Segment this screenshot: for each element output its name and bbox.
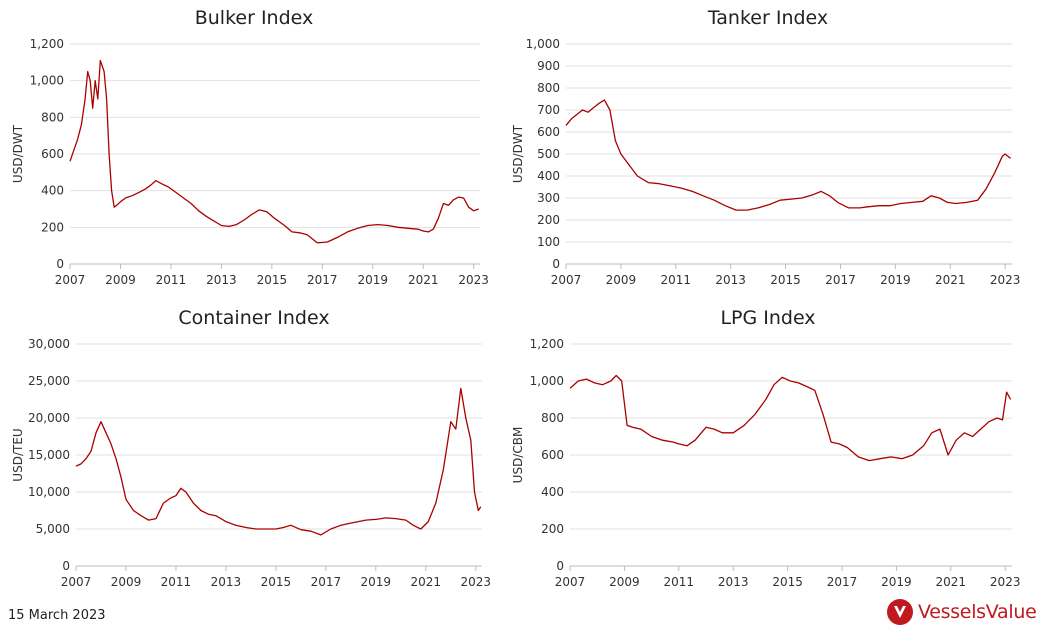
tanker-x-tick-label: 2021 xyxy=(935,273,966,287)
bulker-x-tick-label: 2013 xyxy=(206,273,237,287)
tanker-x-tick-label: 2015 xyxy=(770,273,801,287)
tanker-y-axis-label: USD/DWT xyxy=(511,124,525,183)
container-chart-title: Container Index xyxy=(178,307,329,329)
lpg-y-tick-label: 200 xyxy=(541,522,564,536)
tanker-y-tick-label: 100 xyxy=(537,235,560,249)
lpg-x-tick-label: 2015 xyxy=(772,575,803,589)
container-y-tick-label: 15,000 xyxy=(28,448,70,462)
tanker-x-tick-label: 2007 xyxy=(551,273,582,287)
bulker-chart-title: Bulker Index xyxy=(195,7,314,29)
container-x-tick-label: 2021 xyxy=(411,575,442,589)
lpg-x-tick-label: 2011 xyxy=(664,575,695,589)
brand-name: VesselsValue xyxy=(918,601,1037,623)
bulker-y-tick-label: 600 xyxy=(41,147,64,161)
tanker-y-tick-label: 500 xyxy=(537,147,560,161)
lpg-y-tick-label: 1,000 xyxy=(530,374,564,388)
container-x-tick-label: 2017 xyxy=(311,575,342,589)
container-x-tick-label: 2007 xyxy=(61,575,92,589)
lpg-y-tick-label: 1,200 xyxy=(530,337,564,351)
tanker-y-tick-label: 0 xyxy=(552,257,560,271)
tanker-x-tick-label: 2009 xyxy=(606,273,637,287)
tanker-y-tick-label: 600 xyxy=(537,125,560,139)
bulker-x-tick-label: 2021 xyxy=(408,273,439,287)
container-x-tick-label: 2023 xyxy=(460,575,491,589)
lpg-chart-title: LPG Index xyxy=(720,307,815,329)
vesselsvalue-logo-icon xyxy=(887,599,913,625)
lpg-x-tick-label: 2017 xyxy=(827,575,858,589)
lpg-y-tick-label: 400 xyxy=(541,485,564,499)
bulker-x-tick-label: 2011 xyxy=(156,273,187,287)
bulker-y-tick-label: 200 xyxy=(41,220,64,234)
container-y-tick-label: 25,000 xyxy=(28,374,70,388)
container-y-tick-label: 0 xyxy=(62,559,70,573)
bulker-x-tick-label: 2015 xyxy=(257,273,288,287)
bulker-y-tick-label: 1,000 xyxy=(30,74,64,88)
bulker-y-tick-label: 800 xyxy=(41,110,64,124)
container-y-axis-label: USD/TEU xyxy=(11,428,25,481)
lpg-x-tick-label: 2023 xyxy=(990,575,1021,589)
container-y-tick-label: 20,000 xyxy=(28,411,70,425)
tanker-y-tick-label: 1,000 xyxy=(526,37,560,51)
bulker-index-line xyxy=(69,59,479,244)
lpg-x-tick-label: 2007 xyxy=(555,575,586,589)
lpg-y-tick-label: 0 xyxy=(556,559,564,573)
container-y-tick-label: 10,000 xyxy=(28,485,70,499)
lpg-y-axis-label: USD/CBM xyxy=(511,427,525,484)
tanker-index-line xyxy=(565,99,1012,211)
bulker-x-tick-label: 2007 xyxy=(55,273,86,287)
tanker-x-tick-label: 2017 xyxy=(825,273,856,287)
lpg-x-tick-label: 2021 xyxy=(936,575,967,589)
bulker-y-axis-label: USD/DWT xyxy=(11,124,25,183)
bulker-x-tick-label: 2009 xyxy=(105,273,136,287)
tanker-x-tick-label: 2011 xyxy=(661,273,692,287)
tanker-chart-title: Tanker Index xyxy=(707,7,828,29)
lpg-y-tick-label: 600 xyxy=(541,448,564,462)
tanker-y-tick-label: 400 xyxy=(537,169,560,183)
tanker-y-tick-label: 900 xyxy=(537,59,560,73)
vesselsvalue-brand[interactable]: VesselsValue xyxy=(886,598,1037,626)
bulker-y-tick-label: 1,200 xyxy=(30,37,64,51)
tanker-y-tick-label: 700 xyxy=(537,103,560,117)
container-x-tick-label: 2013 xyxy=(211,575,242,589)
container-y-tick-label: 30,000 xyxy=(28,337,70,351)
bulker-y-tick-label: 400 xyxy=(41,184,64,198)
lpg-x-tick-label: 2019 xyxy=(881,575,912,589)
lpg-y-tick-label: 800 xyxy=(541,411,564,425)
tanker-x-tick-label: 2023 xyxy=(990,273,1021,287)
bulker-x-tick-label: 2017 xyxy=(307,273,338,287)
tanker-y-tick-label: 800 xyxy=(537,81,560,95)
bulker-x-tick-label: 2019 xyxy=(357,273,388,287)
container-index-line xyxy=(75,387,482,536)
tanker-y-tick-label: 200 xyxy=(537,213,560,227)
container-x-tick-label: 2019 xyxy=(361,575,392,589)
footer-date: 15 March 2023 xyxy=(8,608,106,623)
tanker-x-tick-label: 2019 xyxy=(880,273,911,287)
tanker-x-tick-label: 2013 xyxy=(715,273,746,287)
bulker-x-tick-label: 2023 xyxy=(458,273,489,287)
lpg-x-tick-label: 2013 xyxy=(718,575,749,589)
container-x-tick-label: 2011 xyxy=(161,575,192,589)
container-x-tick-label: 2009 xyxy=(111,575,142,589)
container-y-tick-label: 5,000 xyxy=(36,522,70,536)
lpg-x-tick-label: 2009 xyxy=(609,575,640,589)
container-x-tick-label: 2015 xyxy=(261,575,292,589)
tanker-y-tick-label: 300 xyxy=(537,191,560,205)
lpg-index-line xyxy=(569,374,1012,462)
bulker-y-tick-label: 0 xyxy=(56,257,64,271)
